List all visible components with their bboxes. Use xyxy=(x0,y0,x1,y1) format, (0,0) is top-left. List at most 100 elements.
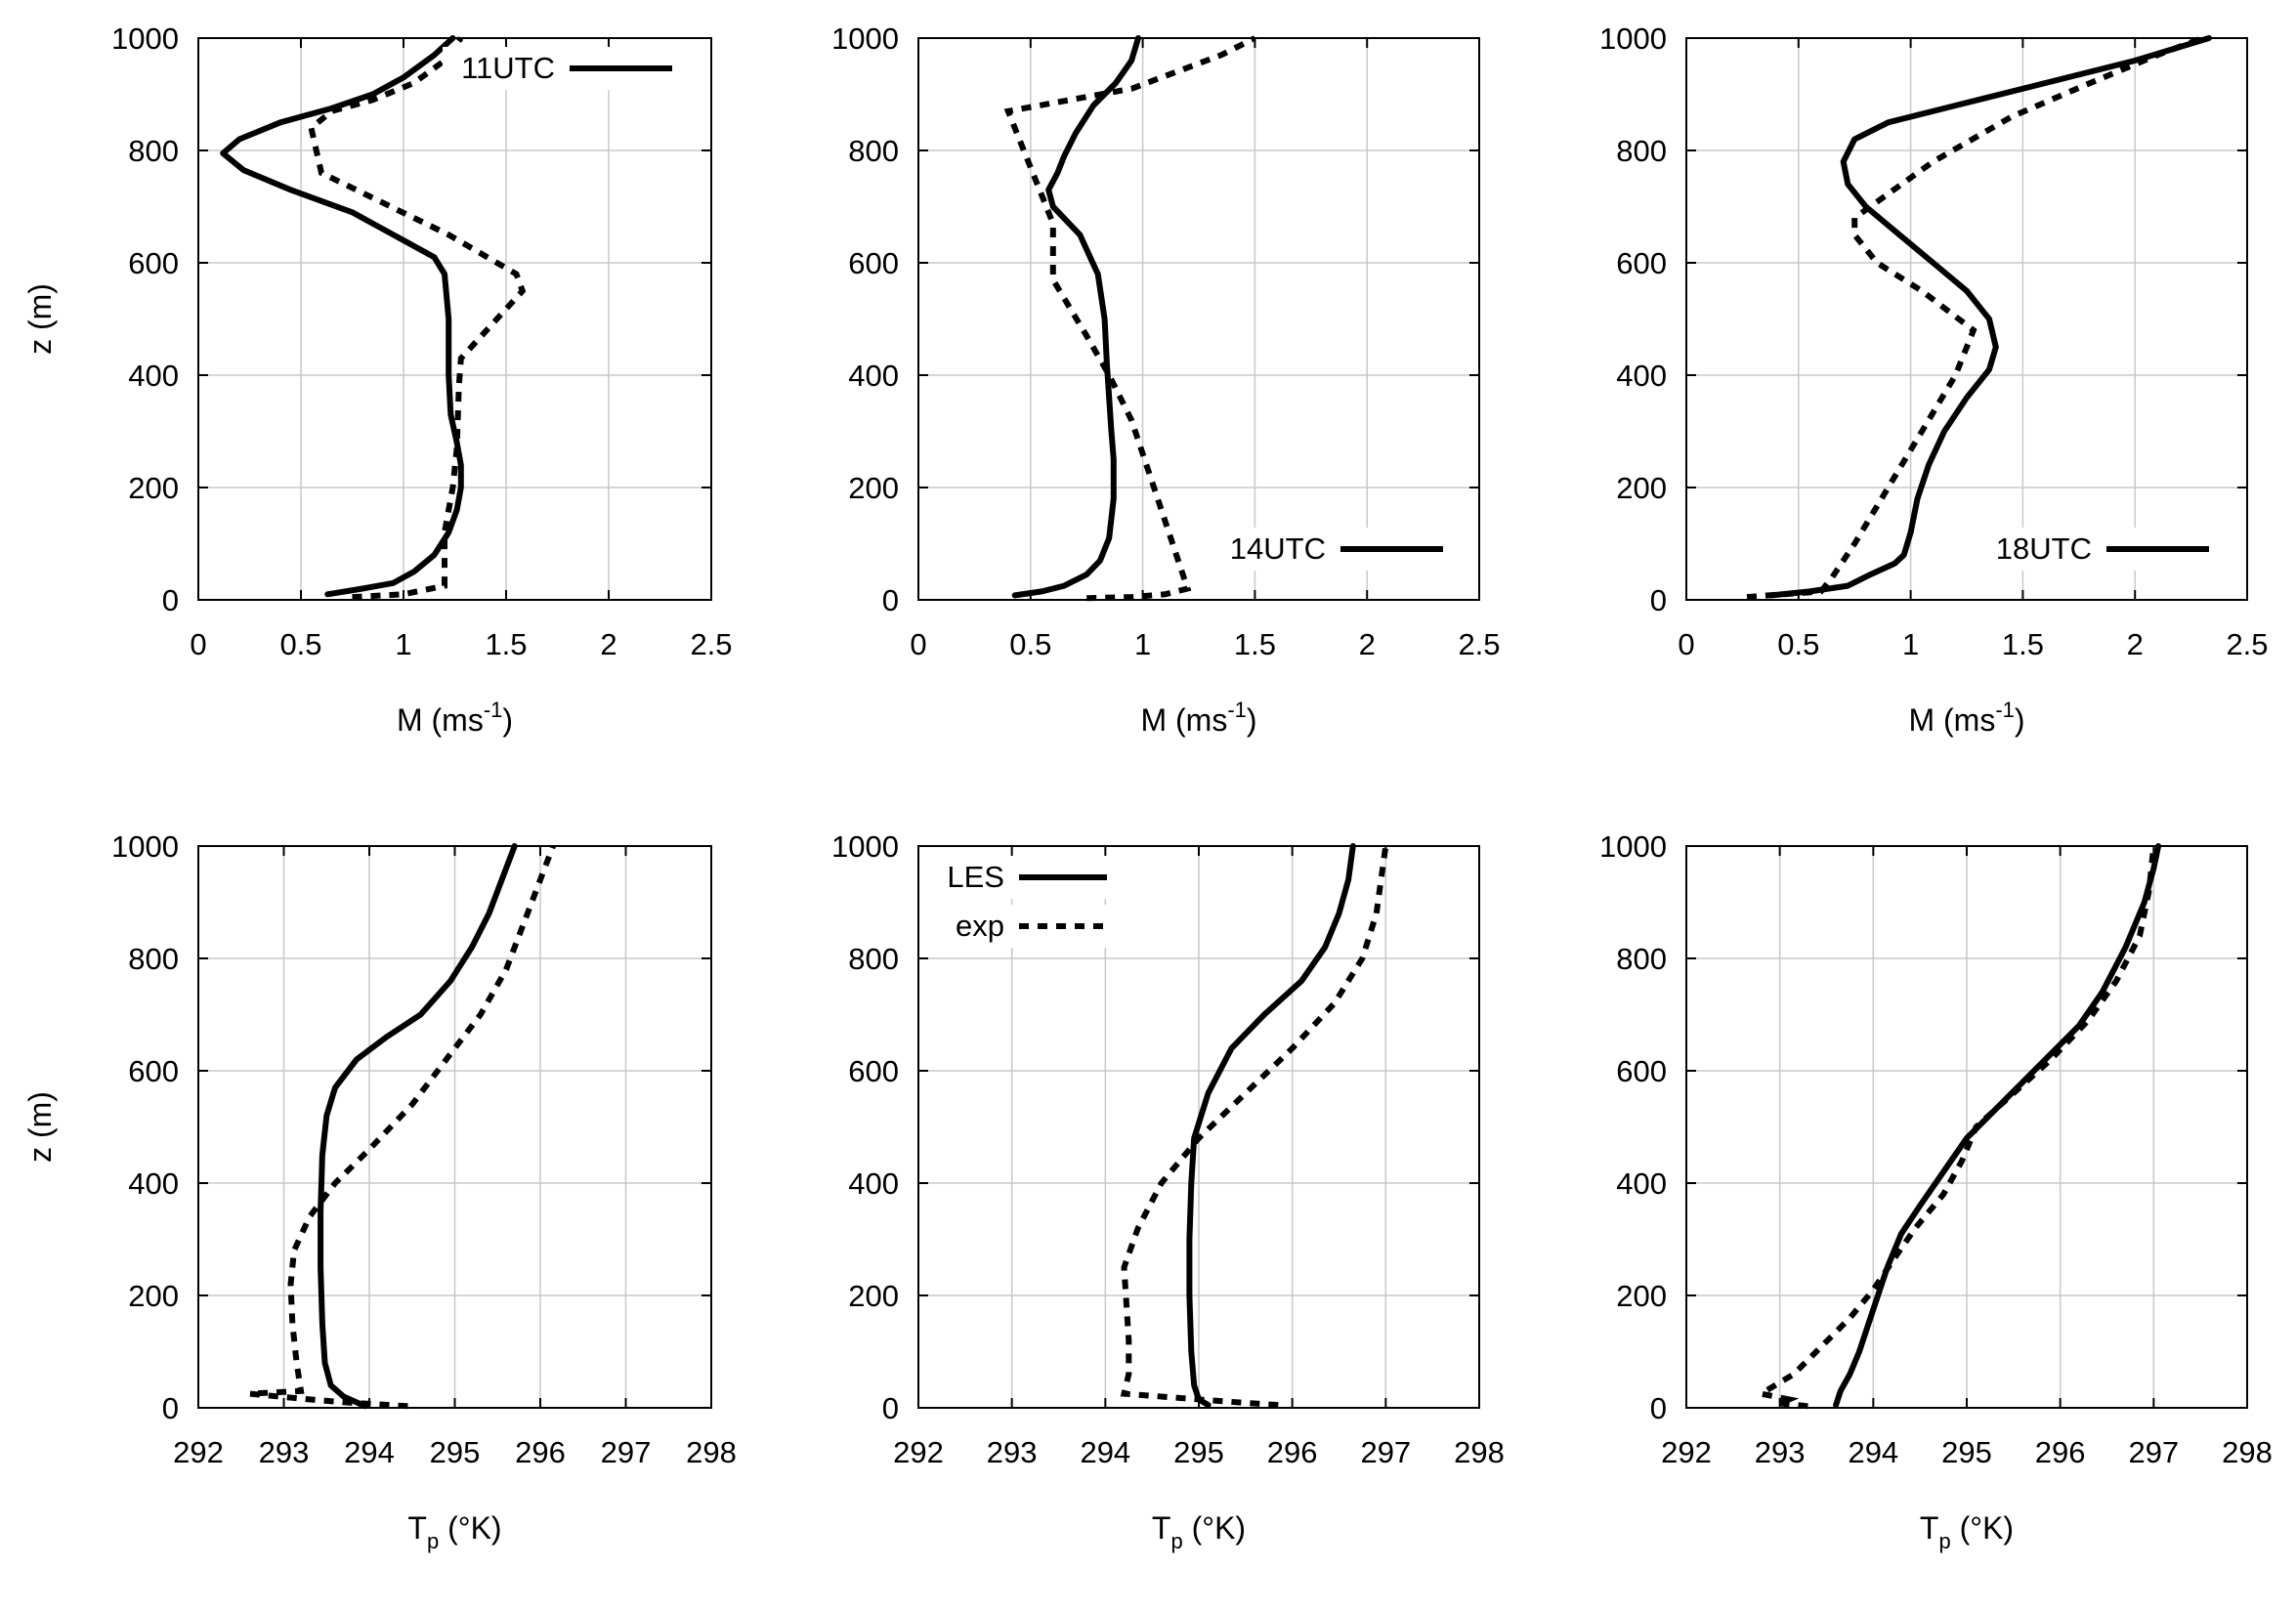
x-tick-label: 298 xyxy=(1454,1435,1505,1469)
y-tick-label: 1000 xyxy=(831,829,899,864)
y-tick-label: 200 xyxy=(128,1279,179,1313)
y-tick-label: 0 xyxy=(1650,1391,1667,1425)
y-tick-label: 1000 xyxy=(1599,829,1667,864)
legend-label: 11UTC xyxy=(461,51,555,85)
panel-5: 292 293 294 295 296 297 298 0 200 400 600 800 1000 LE… xyxy=(831,829,1505,1553)
legend-label: 14UTC xyxy=(1230,531,1326,566)
x-axis-label: M (ms-1) xyxy=(1140,698,1256,738)
y-tick-label: 600 xyxy=(848,246,899,280)
x-tick-label: 1 xyxy=(1902,627,1919,661)
series-line-14utc xyxy=(1011,35,1141,599)
series-line-exp xyxy=(308,36,527,601)
x-tick-label: 0 xyxy=(190,627,206,661)
x-tick-label: 0.5 xyxy=(1009,627,1051,661)
y-tick-label: 0 xyxy=(882,1391,899,1425)
x-tick-label: 1.5 xyxy=(2002,627,2044,661)
series-line-exp xyxy=(249,844,556,1410)
y-tick-label: 800 xyxy=(1616,134,1667,168)
y-tick-label: 400 xyxy=(1616,359,1667,393)
x-tick-label: 2 xyxy=(2127,627,2144,661)
x-axis-label: M (ms-1) xyxy=(1908,698,2024,738)
plot-frame xyxy=(197,845,712,1409)
x-tick-label: 1.5 xyxy=(485,627,527,661)
x-tick-label: 293 xyxy=(1755,1435,1806,1469)
y-tick-label: 800 xyxy=(848,134,899,168)
y-tick-label: 800 xyxy=(128,942,179,976)
panel-3: 0 0.5 1 1.5 2 2.5 0 200 400 600 800 1000 18UTC M (ms-… xyxy=(1599,21,2269,738)
series-line-exp xyxy=(1753,845,2157,1410)
y-tick-label: 200 xyxy=(128,471,179,505)
x-tick-label: 2 xyxy=(1359,627,1376,661)
x-tick-label: 297 xyxy=(2128,1435,2179,1469)
y-tick-label: 600 xyxy=(1616,1054,1667,1088)
x-tick-label: 1 xyxy=(1134,627,1151,661)
x-tick-label: 298 xyxy=(2222,1435,2273,1469)
y-tick-label: 0 xyxy=(882,583,899,617)
x-tick-label: 0.5 xyxy=(279,627,321,661)
y-tick-label: 400 xyxy=(848,1167,899,1201)
plot-frame xyxy=(1685,845,2248,1409)
panel-6: 292 293 294 295 296 297 298 0 200 400 600 800 1000 Tp… xyxy=(1599,829,2273,1553)
y-tick-label: 600 xyxy=(848,1054,899,1088)
series-line-18utc xyxy=(1768,35,2212,599)
y-tick-label: 0 xyxy=(162,1391,179,1425)
panel-4: 292 293 294 295 296 297 298 0 200 400 600 800 1000 Tp… xyxy=(22,829,737,1553)
y-axis-label: z (m) xyxy=(22,1091,58,1163)
x-tick-label: 292 xyxy=(1661,1435,1712,1469)
x-axis-label: Tp (°K) xyxy=(1152,1510,1246,1553)
x-tick-label: 296 xyxy=(1267,1435,1318,1469)
y-tick-label: 0 xyxy=(162,583,179,617)
x-tick-label: 296 xyxy=(515,1435,566,1469)
x-tick-label: 294 xyxy=(1848,1435,1898,1469)
x-tick-label: 298 xyxy=(686,1435,737,1469)
y-tick-label: 200 xyxy=(1616,1279,1667,1313)
y-tick-label: 800 xyxy=(1616,942,1667,976)
plot-frame xyxy=(917,37,1480,601)
x-tick-label: 0 xyxy=(910,627,926,661)
y-tick-label: 400 xyxy=(128,1167,179,1201)
x-axis-label: M (ms-1) xyxy=(397,698,513,738)
x-tick-label: 295 xyxy=(430,1435,481,1469)
x-tick-label: 294 xyxy=(344,1435,395,1469)
x-tick-label: 1.5 xyxy=(1234,627,1276,661)
y-tick-label: 1000 xyxy=(111,21,179,56)
x-tick-label: 2.5 xyxy=(2226,627,2268,661)
plot-frame xyxy=(917,845,1480,1409)
y-tick-label: 200 xyxy=(848,471,899,505)
plot-frame xyxy=(197,37,712,601)
x-tick-label: 294 xyxy=(1080,1435,1130,1469)
plot-area xyxy=(918,38,1479,600)
series-line-les xyxy=(318,843,518,1410)
y-tick-label: 400 xyxy=(128,359,179,393)
series-line-exp xyxy=(1746,35,2204,601)
legend-label: 18UTC xyxy=(1996,531,2092,566)
x-axis-label: Tp (°K) xyxy=(407,1510,501,1553)
y-tick-label: 600 xyxy=(128,246,179,280)
x-tick-label: 297 xyxy=(1360,1435,1411,1469)
x-tick-label: 292 xyxy=(173,1435,224,1469)
plot-area xyxy=(1686,38,2247,600)
y-tick-label: 600 xyxy=(128,1054,179,1088)
panel-2: 0 0.5 1 1.5 2 2.5 0 200 400 600 800 1000 14UTC M (ms-… xyxy=(831,21,1501,738)
plot-frame xyxy=(1685,37,2248,601)
x-tick-label: 296 xyxy=(2035,1435,2086,1469)
x-tick-label: 295 xyxy=(1941,1435,1992,1469)
x-tick-label: 0 xyxy=(1678,627,1694,661)
series-line-les xyxy=(1186,843,1356,1409)
x-axis-label: Tp (°K) xyxy=(1920,1510,2014,1553)
x-tick-label: 297 xyxy=(601,1435,652,1469)
x-tick-label: 293 xyxy=(259,1435,310,1469)
y-tick-label: 0 xyxy=(1650,583,1667,617)
x-tick-label: 293 xyxy=(987,1435,1038,1469)
x-tick-label: 2.5 xyxy=(1458,627,1500,661)
legend-label: exp xyxy=(956,909,1004,943)
y-axis-label: z (m) xyxy=(22,283,58,355)
x-tick-label: 2 xyxy=(600,627,617,661)
series-line-11utc xyxy=(220,35,464,598)
y-tick-label: 800 xyxy=(128,134,179,168)
x-tick-label: 2.5 xyxy=(690,627,732,661)
y-tick-label: 800 xyxy=(848,942,899,976)
y-tick-label: 600 xyxy=(1616,246,1667,280)
y-tick-label: 200 xyxy=(848,1279,899,1313)
